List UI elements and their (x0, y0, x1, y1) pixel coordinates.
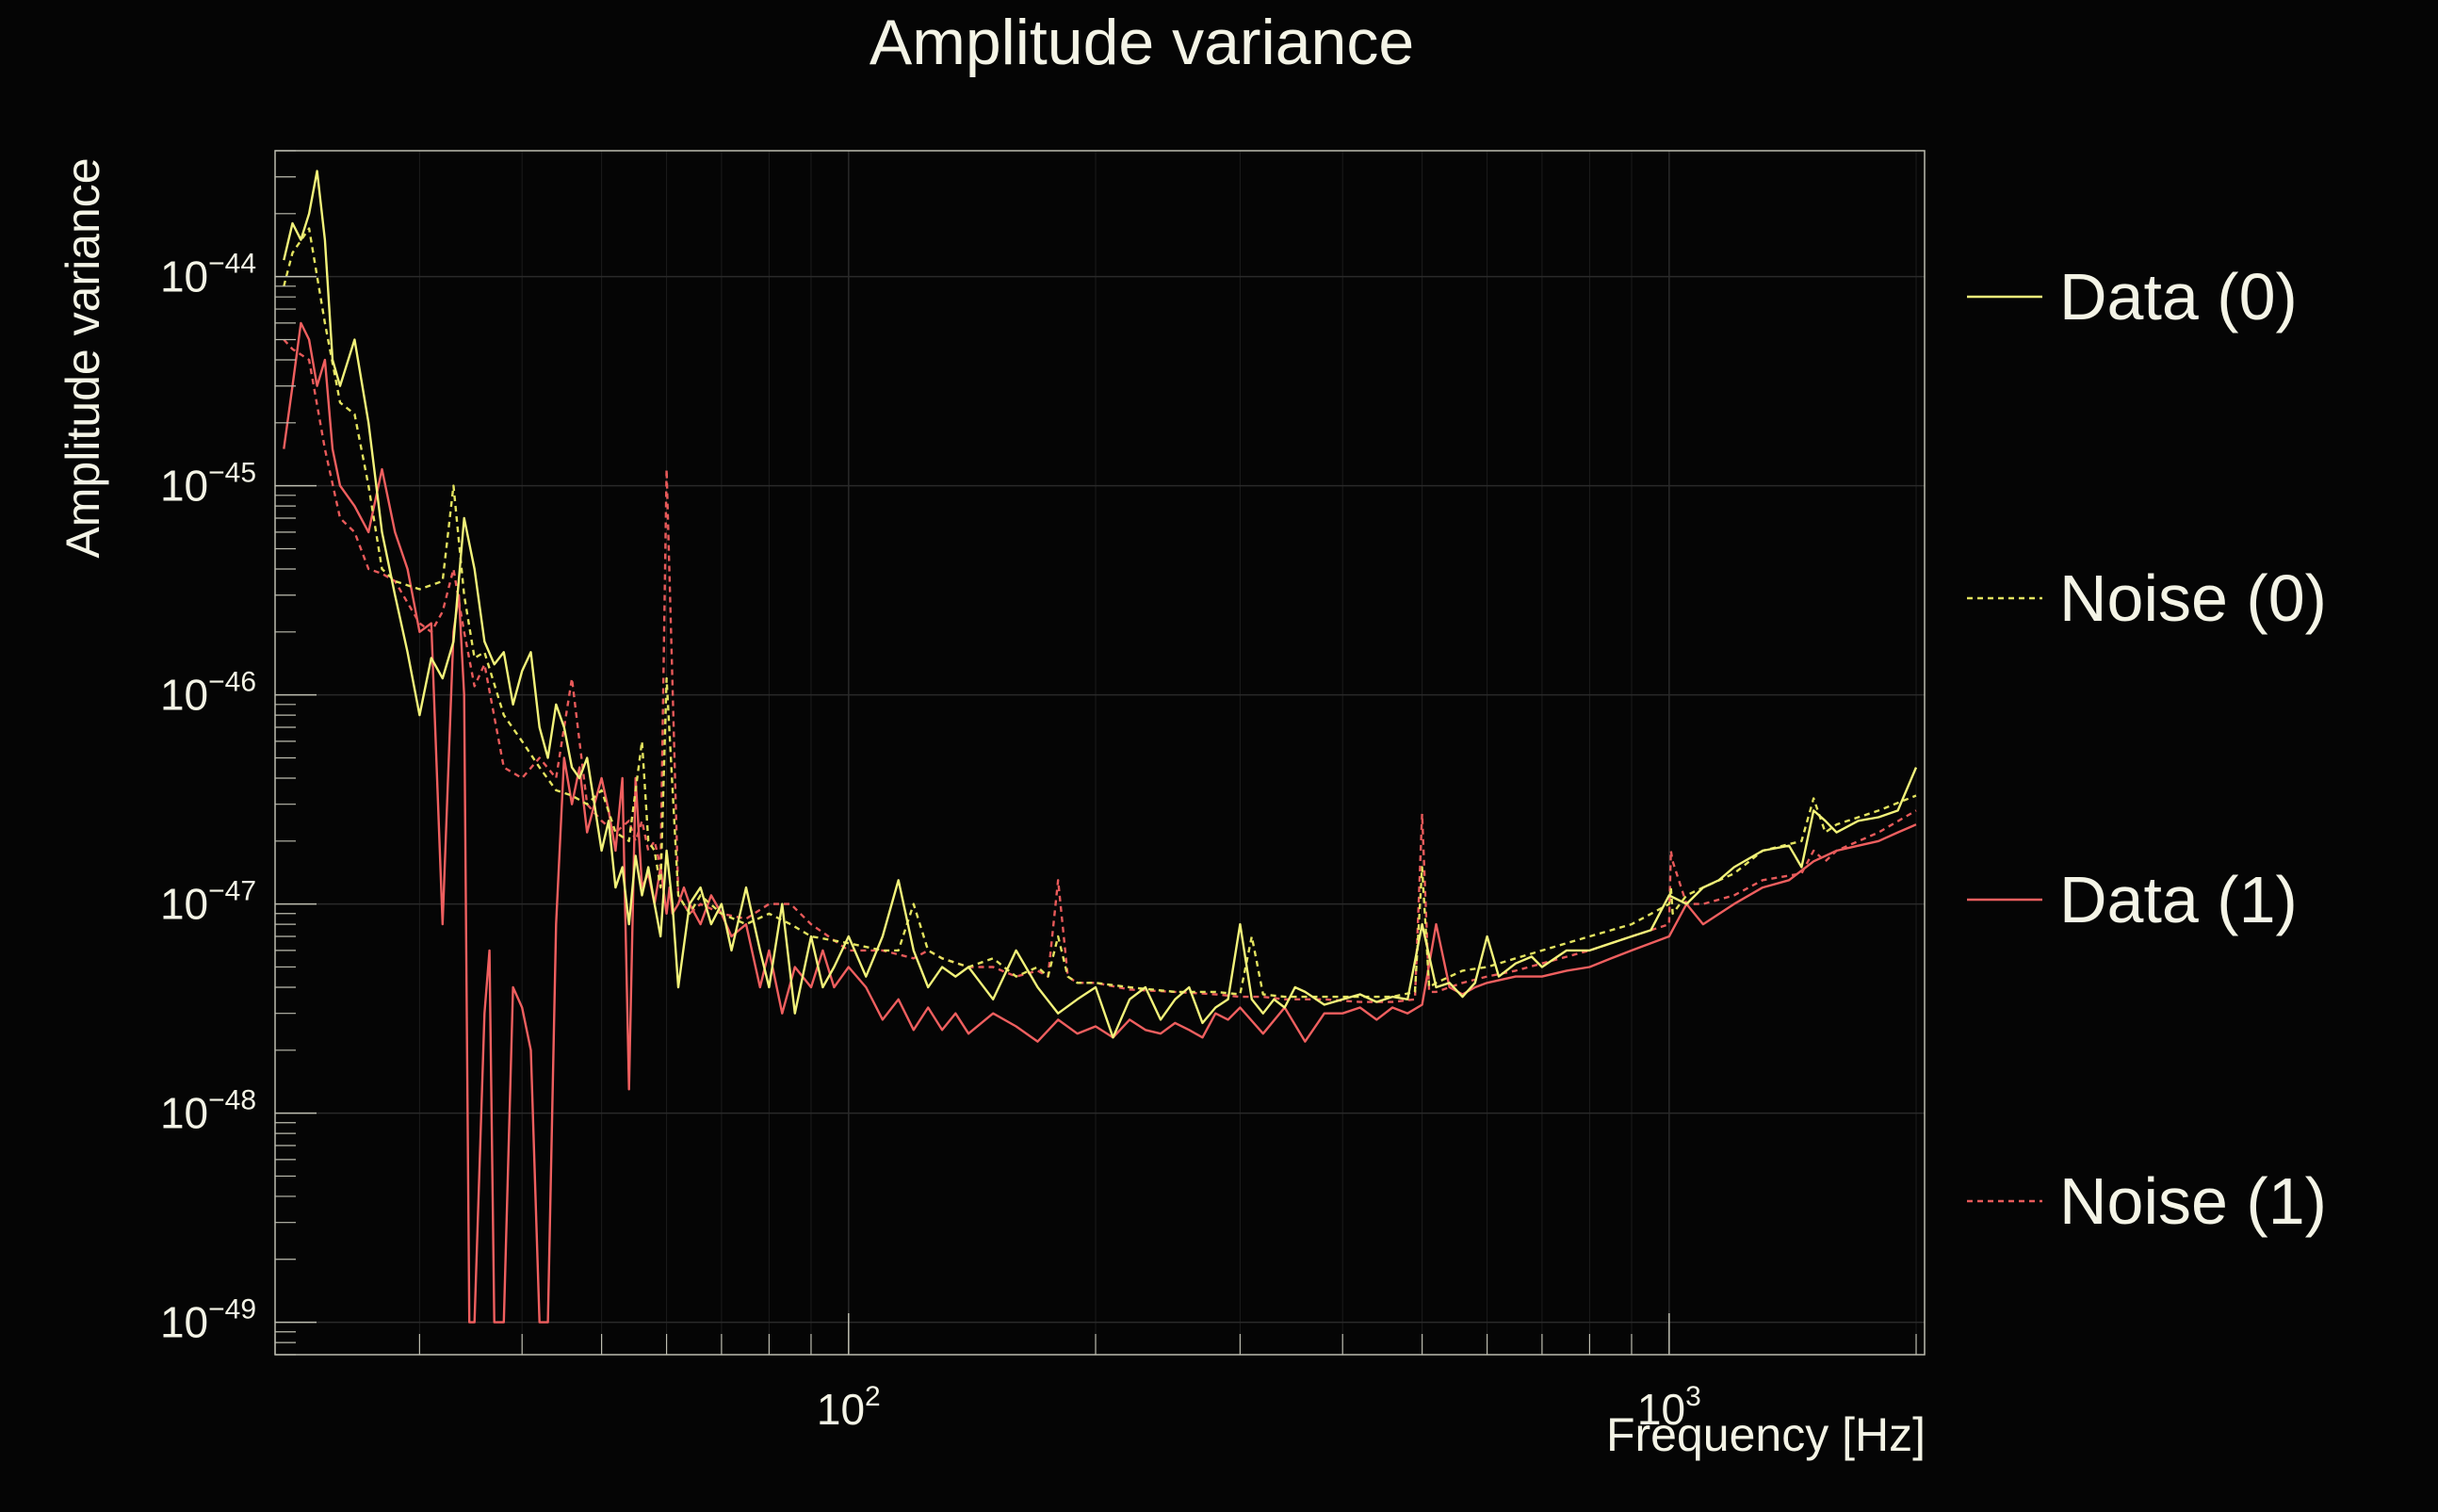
legend-label-0: Data (0) (2059, 260, 2298, 333)
series-lines (283, 170, 1918, 1324)
y-tick-label-1-base: 10 (160, 462, 208, 511)
y-axis-label: Amplitude variance (57, 157, 109, 558)
series-line-noise-0 (283, 227, 1917, 999)
legend-label-3: Noise (1) (2059, 1164, 2327, 1238)
y-tick-label-1: 10−45 (160, 458, 256, 511)
x-tick-label-0-base: 10 (817, 1385, 865, 1434)
y-tick-label-0: 10−44 (160, 249, 256, 301)
y-tick-label-4: 10−48 (160, 1085, 256, 1138)
x-tick-label-1-exponent: 3 (1685, 1381, 1701, 1412)
y-tick-label-5-base: 10 (160, 1298, 208, 1347)
y-tick-label-0-base: 10 (160, 252, 208, 301)
y-tick-label-4-base: 10 (160, 1089, 208, 1138)
y-tick-label-3-exponent: −47 (208, 876, 256, 907)
axis-ticks (274, 150, 1917, 1356)
y-tick-label-2: 10−46 (160, 667, 256, 720)
legend-entry-1: Noise (0) (1967, 561, 2327, 635)
x-axis-label: Frequency [Hz] (1606, 1408, 1926, 1461)
y-tick-label-3-base: 10 (160, 880, 208, 929)
y-tick-label-2-base: 10 (160, 671, 208, 720)
y-tick-label-3: 10−47 (160, 876, 256, 929)
x-tick-label-1-base: 10 (1637, 1385, 1685, 1434)
y-tick-label-2-exponent: −46 (208, 667, 256, 698)
x-tick-label-1: 103 (1637, 1381, 1701, 1434)
y-tick-label-1-exponent: −45 (208, 458, 256, 489)
legend-label-1: Noise (0) (2059, 561, 2327, 635)
x-tick-label-0: 102 (817, 1381, 881, 1434)
x-tick-label-0-exponent: 2 (865, 1381, 881, 1412)
y-tick-label-0-exponent: −44 (208, 249, 256, 280)
legend-entry-2: Data (1) (1967, 863, 2298, 936)
y-tick-label-4-exponent: −48 (208, 1085, 256, 1116)
y-tick-label-5: 10−49 (160, 1294, 256, 1347)
legend-entry-3: Noise (1) (1967, 1164, 2327, 1238)
legend: Data (0) Noise (0) Data (1) Noise (1) (1967, 260, 2327, 1238)
plot-frame (274, 150, 1926, 1356)
legend-entry-0: Data (0) (1967, 260, 2298, 333)
chart-title: Amplitude variance (870, 7, 1414, 78)
legend-label-2: Data (1) (2059, 863, 2298, 936)
y-tick-label-5-exponent: −49 (208, 1294, 256, 1325)
series-line-data-0 (283, 170, 1918, 1039)
